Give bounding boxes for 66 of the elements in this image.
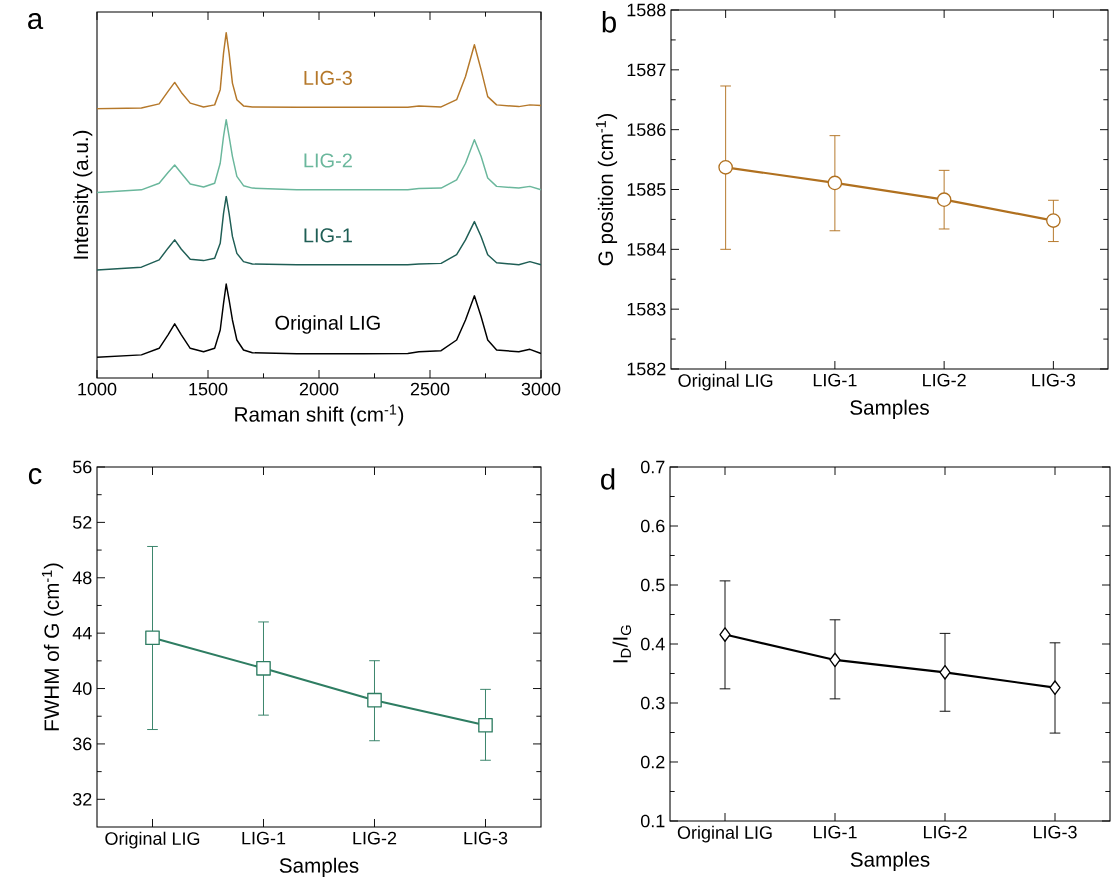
y-tick-label: 0.1 (640, 814, 665, 828)
point (829, 652, 841, 668)
y-tick-label: 1582 (627, 362, 666, 376)
x-tick-label: 2000 (299, 382, 339, 396)
series-label: LIG-2 (304, 153, 352, 168)
x-tick-label: LIG-1 (813, 373, 857, 387)
point (718, 160, 733, 175)
y-tick-label: 1587 (627, 63, 666, 77)
x-tick-label: Original LIG (677, 825, 772, 843)
x-tick-label: Original LIG (678, 373, 773, 391)
x-axis-title: Samples (850, 399, 929, 419)
y-tick-label: 0.2 (640, 755, 665, 769)
y-tick-label: 0.4 (640, 637, 665, 651)
chart-title: b (602, 11, 616, 33)
point (1046, 213, 1061, 228)
point (367, 692, 382, 708)
point (939, 664, 951, 680)
y-tick-label: 1585 (627, 183, 666, 196)
y-tick-label: 0.7 (640, 460, 665, 474)
y-tick-label: 36 (72, 737, 92, 751)
x-axis-title: Samples (850, 851, 930, 871)
y-tick-label: 32 (72, 792, 92, 806)
y-tick-label: 56 (72, 460, 92, 474)
y-tick-label: 0.5 (640, 578, 665, 592)
x-tick-label: LIG-1 (242, 831, 286, 845)
y-axis-title: FWHM of G (cm$^{-1}$) (41, 563, 64, 731)
y-tick-label: 40 (72, 682, 92, 695)
x-tick-label: 3000 (521, 382, 561, 396)
x-tick-label: LIG-3 (1032, 373, 1076, 387)
point (478, 717, 493, 733)
y-tick-label: 52 (72, 516, 92, 529)
y-tick-label: 44 (72, 626, 92, 640)
point (256, 660, 271, 676)
y-tick-label: 48 (72, 571, 92, 585)
point (145, 630, 160, 646)
x-axis-title: Raman shift (cm$^{-1}$) (235, 404, 404, 426)
x-tick-label: LIG-1 (813, 825, 857, 839)
x-tick-label: 1000 (78, 382, 117, 396)
y-tick-label: 1584 (627, 242, 666, 256)
y-axis-title: G position (cm$^{-1}$) (595, 113, 618, 266)
x-tick-label: LIG-2 (353, 831, 397, 845)
chart-title: c (28, 468, 42, 485)
y-axis-title: I$_{D}$/I$_{G}$ (612, 625, 632, 663)
chart-title: d (601, 468, 615, 490)
y-tick-label: 1586 (627, 123, 666, 137)
series-label: Original LIG (275, 315, 380, 334)
x-tick-label: LIG-2 (923, 825, 967, 839)
point (719, 627, 731, 642)
point (827, 175, 843, 191)
y-tick-label: 1588 (627, 3, 666, 17)
series-label: LIG-1 (304, 228, 352, 243)
x-tick-label: Original LIG (105, 831, 200, 849)
point (1049, 680, 1061, 695)
x-axis-title: Samples (279, 857, 359, 877)
y-axis-title: Intensity (a.u.) (73, 130, 93, 259)
y-tick-label: 0.3 (640, 696, 665, 710)
series-label: LIG-3 (304, 70, 353, 86)
chart-title: a (28, 13, 44, 30)
x-tick-label: LIG-3 (464, 831, 508, 845)
x-tick-label: 2500 (410, 382, 450, 396)
y-tick-label: 0.6 (640, 519, 665, 533)
y-tick-label: 1583 (627, 302, 666, 316)
x-tick-label: 1500 (189, 382, 228, 396)
x-tick-label: LIG-2 (923, 373, 966, 387)
x-tick-label: LIG-3 (1033, 825, 1077, 839)
point (936, 192, 952, 208)
